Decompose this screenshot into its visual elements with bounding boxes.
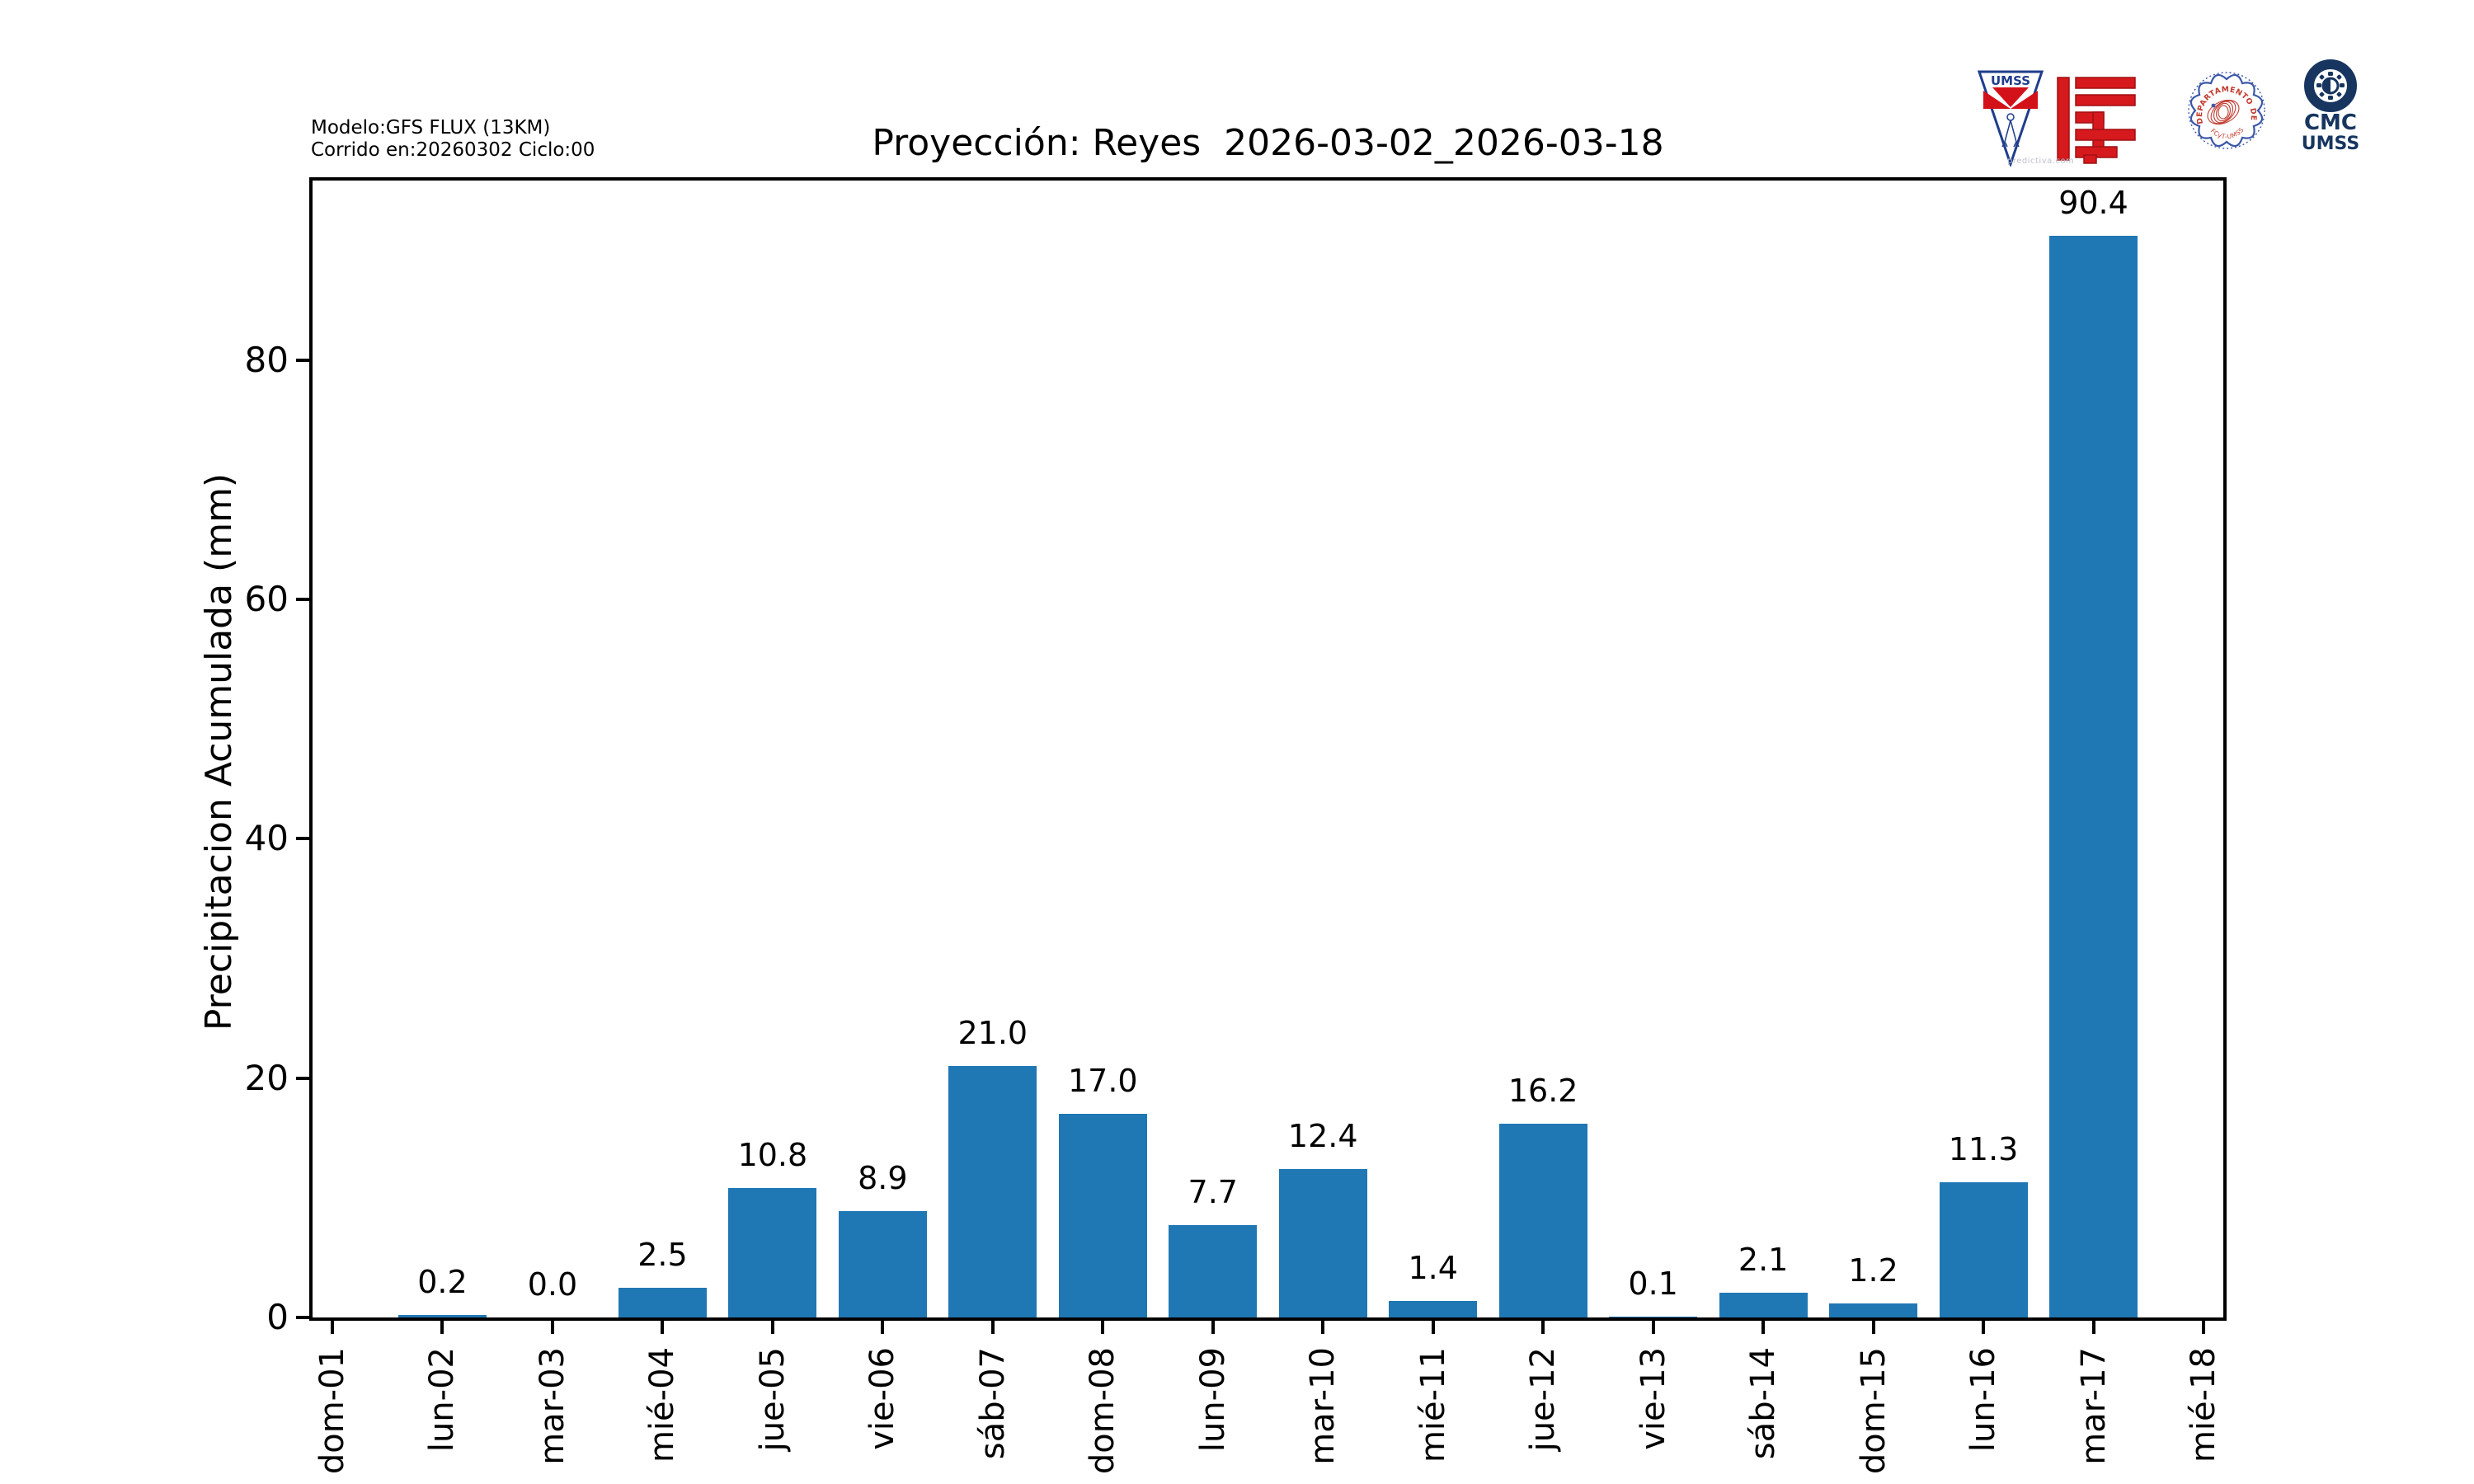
model-info-line2: Corrido en:20260302 Ciclo:00 [311,139,595,161]
bar-value-label: 21.0 [957,1015,1028,1052]
x-tick [1871,1321,1875,1334]
y-tick-label: 60 [244,579,289,620]
bar [948,1066,1037,1317]
y-tick-label: 80 [244,339,289,380]
x-tick-label: jue-05 [753,1347,792,1452]
bar [397,1315,487,1317]
y-tick-label: 40 [244,818,289,859]
bar [1609,1316,1698,1317]
plot-area: 0.2 0.0 2.5 10.8 8.9 21.0 17.0 7.7 12.4 1.4 16.2 0.… [309,177,2227,1321]
x-tick [1982,1321,1986,1334]
bar-value-label: 8.9 [858,1159,908,1196]
x-tick [1211,1321,1215,1334]
bar [1278,1169,1367,1317]
y-tick [296,598,309,602]
bar-value-label: 11.3 [1948,1130,2019,1167]
bar-value-label: 0.2 [417,1264,468,1301]
watermark-text: predictiva.com [2007,157,2075,166]
x-tick [440,1321,444,1334]
fisica-seal-logo: DEPARTAMENTO DE FÍSICA FCyT-UMSS [2184,59,2265,149]
x-tick [990,1321,995,1334]
x-tick-label: sáb-07 [973,1347,1012,1460]
bar [1498,1123,1587,1317]
umss-pennant-logo: UMSS [1978,70,2044,167]
x-tick-label: mar-03 [533,1347,571,1465]
x-tick-label: mié-18 [2185,1347,2222,1463]
y-tick [296,1316,309,1319]
x-tick [2091,1321,2095,1334]
y-tick [296,1076,309,1080]
x-tick [881,1321,885,1334]
x-tick [1761,1321,1766,1334]
y-tick [296,837,309,841]
x-tick-label: mié-11 [1413,1347,1452,1463]
chart-title: Proyección: Reyes 2026-03-02_2026-03-18 [872,122,1664,164]
bar-value-label: 1.2 [1848,1252,1898,1289]
bar-value-label: 7.7 [1188,1174,1238,1211]
x-tick-label: mar-17 [2074,1347,2113,1465]
bar [1169,1225,1258,1317]
x-tick-label: lun-02 [423,1347,462,1453]
umss-pennant-text: UMSS [1991,73,2030,88]
bar-value-label: 1.4 [1408,1249,1458,1286]
y-tick-label: 20 [244,1057,289,1098]
x-tick [550,1321,554,1334]
y-tick [296,358,309,362]
bar [1389,1300,1478,1317]
x-tick [1431,1321,1435,1334]
x-tick [770,1321,774,1334]
bar [1829,1303,1918,1317]
bar-value-label: 16.2 [1507,1072,1578,1109]
x-tick-label: lun-09 [1193,1347,1232,1453]
model-info-line1: Modelo:GFS FLUX (13KM) [311,117,551,139]
cmc-text: CMC [2304,110,2357,135]
x-tick-label: mié-04 [643,1347,682,1463]
bar-value-label: 17.0 [1067,1063,1138,1100]
bar [838,1210,927,1317]
bar [2049,235,2138,1317]
bar-value-label: 10.8 [737,1137,808,1174]
x-tick [2202,1321,2205,1334]
x-tick [1321,1321,1325,1334]
x-tick-label: dom-08 [1084,1347,1122,1475]
bar [728,1188,817,1317]
x-tick-label: vie-06 [863,1347,902,1450]
bar-value-label: 90.4 [2058,184,2128,221]
x-tick [661,1321,665,1334]
x-tick [1541,1321,1545,1334]
x-tick [1101,1321,1105,1334]
x-tick-label: jue-12 [1524,1347,1563,1452]
y-tick-label: 0 [266,1297,289,1337]
cmc-umss-logo: CMC UMSS [2302,59,2359,154]
bar [1058,1114,1147,1317]
bar-value-label: 2.1 [1738,1241,1789,1278]
x-tick-label: lun-16 [1964,1347,2003,1453]
x-tick [1651,1321,1655,1334]
x-tick-label: sáb-14 [1744,1347,1783,1460]
x-tick [331,1321,334,1334]
fcyt-red-logo [2057,77,2136,164]
bar [618,1287,707,1317]
x-tick-label: mar-10 [1304,1347,1343,1465]
bar-value-label: 0.1 [1628,1265,1678,1302]
cmc-umss-text: UMSS [2302,134,2359,154]
bar-value-label: 12.4 [1287,1118,1358,1155]
x-tick-label: dom-01 [313,1347,351,1475]
bar [1939,1181,2028,1317]
bar-value-label: 0.0 [527,1266,578,1303]
bar-value-label: 2.5 [637,1236,688,1273]
x-tick-label: vie-13 [1634,1347,1672,1450]
model-info: Modelo:GFS FLUX (13KM) Corrido en:202603… [311,117,595,162]
bar [1719,1292,1808,1317]
x-tick-label: dom-15 [1854,1347,1893,1475]
